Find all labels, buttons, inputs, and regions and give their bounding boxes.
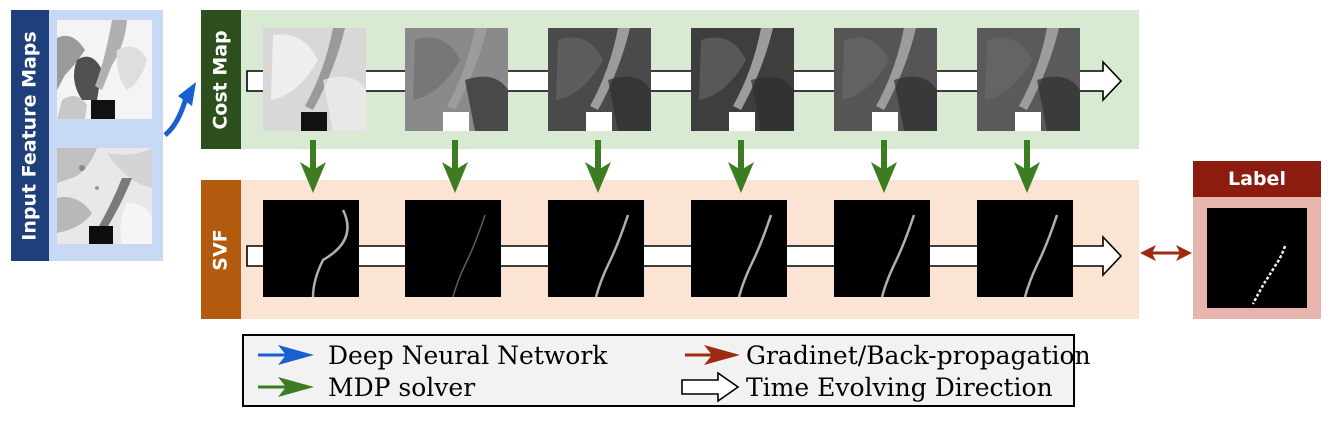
label-title: Label: [1228, 168, 1286, 190]
green-arrow-icon: [258, 377, 314, 397]
mdp-arrow-icon-2: [442, 140, 468, 193]
white-arrow-icon: [681, 371, 740, 403]
mdp-arrow-icon-1: [300, 140, 326, 193]
legend-item-deep-neural-network: Deep Neural Network: [328, 341, 608, 370]
svf-frame-3: [548, 200, 644, 298]
legend-item-gradient-back-propagation: Gradinet/Back-propagation: [746, 341, 1091, 370]
red-arrow-icon: [685, 345, 740, 365]
svf-frame-5: [834, 200, 930, 298]
cost-map-frame-3: [548, 28, 651, 131]
cost-map-label-bar: Cost Map: [201, 10, 241, 149]
svf-frame-1: [263, 200, 359, 298]
svf-label-bar: SVF: [201, 180, 241, 319]
legend-box: Deep Neural Network MDP solver Gradinet/…: [242, 334, 1091, 407]
input-feature-map-2: [57, 148, 152, 244]
mdp-arrow-icon-6: [1014, 140, 1040, 193]
blue-arrow-icon: [258, 345, 314, 365]
input-feature-map-1: [57, 20, 152, 119]
dnn-arrow-head-icon: [178, 82, 196, 106]
svf-frame-6: [977, 200, 1073, 298]
svf-frame-4: [691, 200, 787, 298]
legend-item-mdp-solver: MDP solver: [328, 373, 476, 402]
mdp-arrow-icon-4: [728, 140, 754, 193]
gradient-double-arrow-icon: [1140, 245, 1192, 261]
cost-map-frame-5: [834, 28, 937, 131]
mdp-arrow-icon-3: [585, 140, 611, 193]
cost-map-frame-6: [977, 28, 1080, 131]
cost-map-frame-4: [691, 28, 794, 131]
label-header: Label: [1193, 161, 1321, 197]
svf-frame-2: [405, 200, 501, 298]
input-feature-maps-label-bar: Input Feature Maps: [11, 10, 49, 261]
cost-map-frame-2: [405, 28, 508, 131]
cost-map-frame-1: [263, 28, 366, 131]
legend-icons: [258, 345, 740, 403]
dnn-arrow-icon: [163, 97, 189, 137]
label-image: [1207, 208, 1307, 308]
mdp-arrow-icon-5: [871, 140, 897, 193]
legend-item-time-evolving-direction: Time Evolving Direction: [746, 373, 1053, 402]
